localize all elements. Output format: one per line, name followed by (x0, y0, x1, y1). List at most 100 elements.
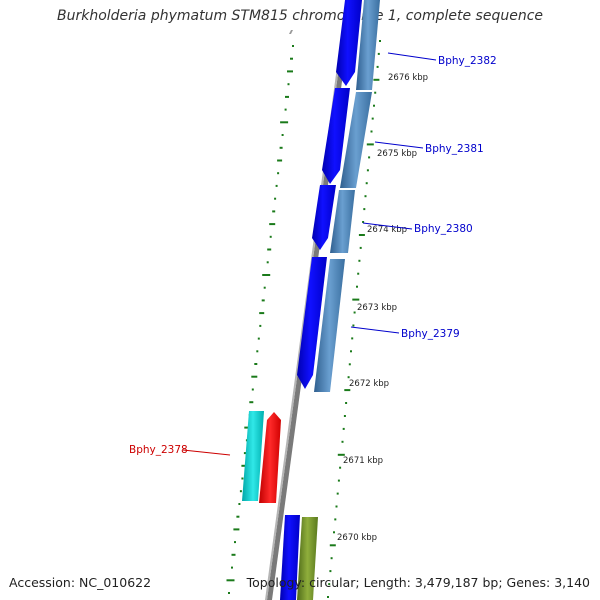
track-tick (284, 108, 287, 111)
track-tick (366, 169, 369, 172)
track-tick (366, 143, 374, 146)
track-tick (275, 184, 278, 187)
cds-reverse-bphy-2379[interactable] (314, 259, 345, 392)
track-tick (368, 156, 371, 159)
track-tick (337, 453, 345, 456)
cds-reverse-bphy-2381[interactable] (340, 92, 372, 188)
gene-label-bphy-2382[interactable]: Bphy_2382 (438, 55, 497, 67)
track-tick (269, 223, 276, 226)
track-tick (341, 440, 344, 443)
track-tick (365, 182, 368, 185)
track-tick (241, 477, 244, 480)
cds-reverse-bphy-2380[interactable] (330, 190, 355, 253)
scale-tick-label: 2672 kbp (349, 379, 389, 389)
track-tick (350, 350, 352, 353)
track-tick (364, 195, 367, 198)
track-tick (329, 544, 336, 547)
gc-content-track (226, 45, 294, 594)
track-tick (251, 388, 254, 391)
track-tick (261, 299, 265, 302)
track-tick (334, 518, 337, 521)
track-tick (269, 235, 272, 238)
cds-reverse-bphy-2382[interactable] (356, 0, 380, 90)
gene-labels: Bphy_2382 Bphy_2381 Bphy_2380 Bphy_2379 … (129, 52, 497, 456)
track-tick (376, 65, 379, 68)
track-tick (345, 402, 348, 404)
track-tick (259, 324, 262, 327)
track-tick (238, 503, 241, 505)
track-tick (243, 452, 247, 455)
track-tick (327, 596, 329, 598)
track-tick (279, 146, 283, 149)
track-tick (259, 312, 265, 315)
track-tick (290, 57, 293, 60)
track-tick (263, 286, 266, 289)
track-tick (328, 583, 331, 586)
cds-highlight-bphy-2378[interactable] (259, 412, 281, 503)
track-tick (374, 91, 377, 94)
gene-label-bphy-2381[interactable]: Bphy_2381 (425, 143, 484, 155)
track-tick (343, 415, 346, 417)
track-tick (249, 401, 254, 404)
track-tick (287, 70, 293, 73)
track-tick (336, 492, 339, 495)
track-tick (274, 197, 277, 200)
gene-label-bphy-2379[interactable]: Bphy_2379 (401, 328, 460, 340)
scale-tick-label: 2674 kbp (367, 225, 407, 235)
track-tick (267, 248, 272, 251)
scale-ruler-track (327, 40, 381, 598)
track-tick (352, 324, 355, 327)
cds-olive-bottom[interactable] (297, 517, 318, 600)
track-tick (344, 389, 351, 392)
track-tick (292, 45, 294, 47)
track-tick (236, 515, 240, 518)
scale-tick-labels: 2676 kbp 2675 kbp 2674 kbp 2673 kbp 2672… (337, 73, 428, 543)
gene-label-bphy-2380[interactable]: Bphy_2380 (414, 223, 473, 235)
track-tick (362, 221, 365, 223)
track-tick (280, 121, 289, 124)
track-tick (330, 557, 333, 560)
track-tick (333, 531, 335, 534)
scale-tick-label: 2673 kbp (357, 303, 397, 313)
track-tick (357, 272, 360, 275)
track-tick (339, 466, 342, 469)
cds-features (242, 0, 380, 600)
track-tick (287, 83, 290, 86)
cds-forward-bphy-2380[interactable] (312, 185, 336, 250)
scale-tick-label: 2671 kbp (343, 456, 383, 466)
track-tick (356, 285, 358, 288)
gene-label-bphy-2378[interactable]: Bphy_2378 (129, 444, 188, 456)
track-tick (373, 104, 375, 107)
track-tick (329, 570, 332, 573)
cds-forward-bphy-2381[interactable] (322, 88, 350, 184)
track-tick (234, 541, 236, 544)
track-tick (370, 130, 373, 133)
track-tick (272, 210, 276, 213)
track-tick (231, 566, 233, 569)
track-tick (337, 479, 340, 482)
track-tick (241, 464, 247, 467)
track-tick (277, 159, 283, 162)
cds-partner-bphy-2378[interactable] (242, 411, 264, 501)
track-tick (371, 117, 374, 120)
track-tick (351, 337, 354, 340)
cds-forward-bottom[interactable] (280, 515, 300, 600)
track-tick (335, 505, 338, 508)
track-tick (277, 172, 280, 175)
scale-tick-label: 2670 kbp (337, 533, 377, 543)
track-tick (262, 274, 271, 276)
cds-forward-bphy-2379[interactable] (297, 257, 327, 389)
track-tick (353, 311, 356, 314)
track-tick (347, 376, 350, 379)
track-tick (285, 95, 289, 98)
track-tick (363, 208, 366, 211)
track-tick (358, 234, 365, 236)
track-tick (359, 246, 362, 249)
track-tick (342, 427, 345, 430)
track-tick (231, 553, 236, 556)
track-tick (228, 592, 230, 594)
track-tick (266, 261, 269, 264)
cds-forward-bphy-2382[interactable] (336, 0, 362, 86)
track-tick (251, 375, 258, 378)
